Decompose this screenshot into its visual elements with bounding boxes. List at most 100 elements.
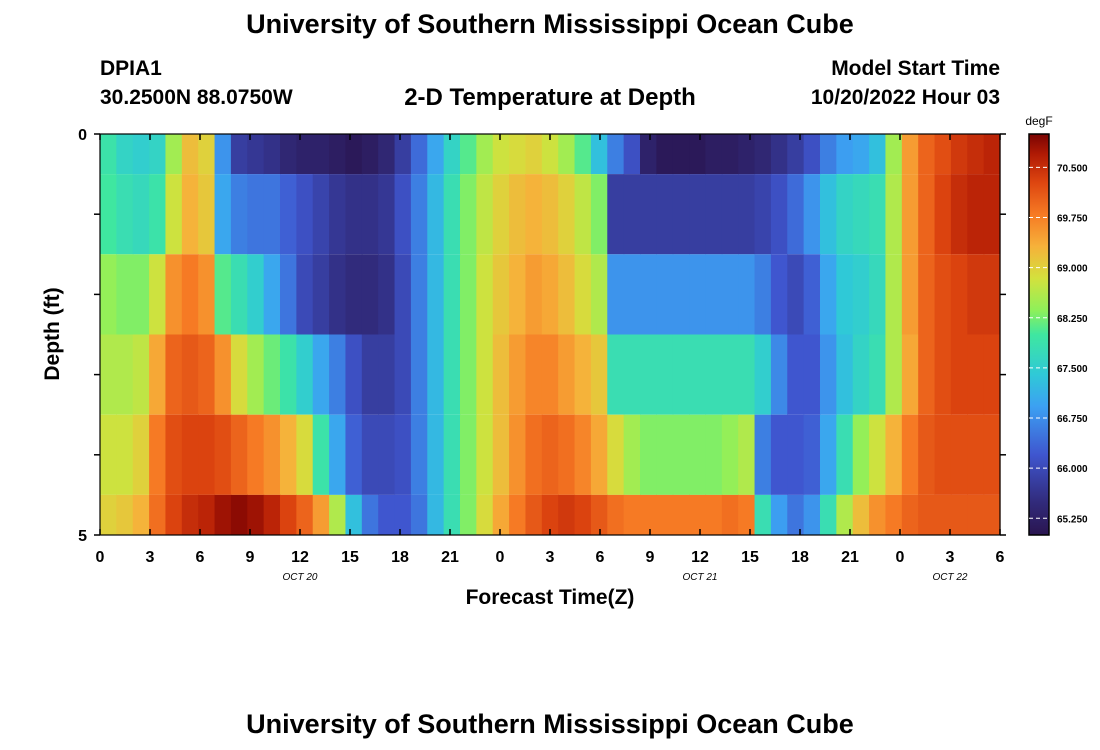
heatmap-cell: [345, 134, 363, 175]
heatmap-cell: [656, 334, 674, 415]
heatmap-cell: [918, 494, 936, 535]
heatmap-cell: [558, 494, 576, 535]
heatmap-cell: [770, 134, 788, 175]
heatmap-cell: [607, 494, 625, 535]
heatmap-cell: [607, 134, 625, 175]
heatmap-cell: [770, 254, 788, 335]
y-tick-label: 0: [78, 127, 87, 144]
heatmap-cell: [590, 254, 608, 335]
heatmap-cell: [443, 494, 461, 535]
heatmap-cell: [983, 414, 1001, 495]
heatmap-cell: [754, 174, 772, 255]
heatmap-cell: [590, 174, 608, 255]
heatmap-cell: [967, 334, 985, 415]
heatmap-cell: [492, 174, 510, 255]
heatmap-cell: [640, 334, 657, 415]
heatmap-cell: [672, 494, 690, 535]
heatmap-cell: [280, 174, 297, 255]
heatmap-cell: [280, 134, 297, 175]
heatmap-cell: [149, 174, 167, 255]
heatmap-cell: [214, 134, 232, 175]
heatmap-cell: [181, 494, 199, 535]
date-label: OCT 20: [282, 572, 317, 583]
heatmap-cell: [852, 174, 870, 255]
heatmap-cell: [607, 254, 625, 335]
heatmap-cell: [329, 334, 347, 415]
heatmap-cell: [918, 414, 936, 495]
x-tick-label: 15: [341, 549, 359, 566]
heatmap-cell: [165, 414, 183, 495]
heatmap-cell: [885, 494, 903, 535]
heatmap-cell: [590, 334, 608, 415]
heatmap-cell: [836, 414, 854, 495]
x-tick-label: 18: [391, 549, 409, 566]
heatmap-cell: [820, 334, 837, 415]
heatmap-cell: [869, 414, 887, 495]
heatmap-cell: [689, 414, 707, 495]
x-tick-label: 0: [96, 549, 105, 566]
heatmap-cell: [640, 134, 657, 175]
heatmap-cell: [100, 414, 117, 495]
heatmap-cell: [787, 414, 805, 495]
heatmap-cell: [296, 334, 314, 415]
heatmap-cell: [361, 414, 379, 495]
heatmap-cell: [672, 254, 690, 335]
heatmap-cell: [149, 494, 167, 535]
heatmap-cell: [378, 134, 396, 175]
heatmap-cell: [280, 254, 297, 335]
x-tick-label: 0: [896, 549, 905, 566]
heatmap-cell: [460, 414, 477, 495]
heatmap-cell: [476, 414, 494, 495]
heatmap-cell: [427, 414, 445, 495]
heatmap-cell: [869, 334, 887, 415]
heatmap-cell: [525, 174, 543, 255]
heatmap-cell: [492, 254, 510, 335]
heatmap-cell: [623, 414, 641, 495]
heatmap-cell: [263, 494, 281, 535]
heatmap-cell: [590, 414, 608, 495]
x-axis: 0 3 6 9 12 15 18 21 0 3 6 9 12 15 18 21 0 3 6: [96, 134, 1005, 566]
heatmap-cell: [198, 174, 216, 255]
heatmap-cell: [361, 174, 379, 255]
heatmap-cell: [901, 334, 919, 415]
heatmap-cell: [394, 414, 412, 495]
heatmap-cell: [378, 254, 396, 335]
heatmap-cell: [492, 494, 510, 535]
heatmap-cell: [836, 134, 854, 175]
heatmap-cell: [345, 254, 363, 335]
heatmap-cell: [901, 414, 919, 495]
x-tick-label: 21: [841, 549, 859, 566]
heatmap-cell: [836, 254, 854, 335]
heatmap-cell: [509, 134, 527, 175]
heatmap-cell: [165, 134, 183, 175]
heatmap-cell: [803, 334, 821, 415]
heatmap-cell: [721, 414, 739, 495]
heatmap-cell: [116, 414, 134, 495]
heatmap-cell: [361, 134, 379, 175]
heatmap-cell: [312, 414, 330, 495]
heatmap-cell: [541, 174, 559, 255]
heatmap-cell: [983, 174, 1001, 255]
heatmap-cell: [705, 134, 723, 175]
date-label: OCT 22: [932, 572, 967, 583]
heatmap-cell: [132, 334, 150, 415]
heatmap-cell: [329, 174, 347, 255]
heatmap-cell: [198, 254, 216, 335]
heatmap-cell: [672, 174, 690, 255]
heatmap-cell: [934, 414, 952, 495]
heatmap-cell: [950, 414, 968, 495]
heatmap-cell: [230, 254, 248, 335]
page-title-repeat: University of Southern Mississippi Ocean…: [246, 709, 854, 739]
heatmap-cell: [705, 254, 723, 335]
heatmap-cell: [689, 334, 707, 415]
heatmap-cell: [869, 134, 887, 175]
heatmap-cell: [590, 134, 608, 175]
chart-subtitle: 2-D Temperature at Depth: [404, 84, 696, 111]
heatmap-cell: [443, 414, 461, 495]
heatmap-cell: [198, 494, 216, 535]
heatmap-cell: [721, 134, 739, 175]
heatmap-cell: [803, 134, 821, 175]
heatmap-cell: [967, 254, 985, 335]
heatmap-cell: [787, 254, 805, 335]
colorbar-tick-label: 66.750: [1057, 414, 1088, 425]
